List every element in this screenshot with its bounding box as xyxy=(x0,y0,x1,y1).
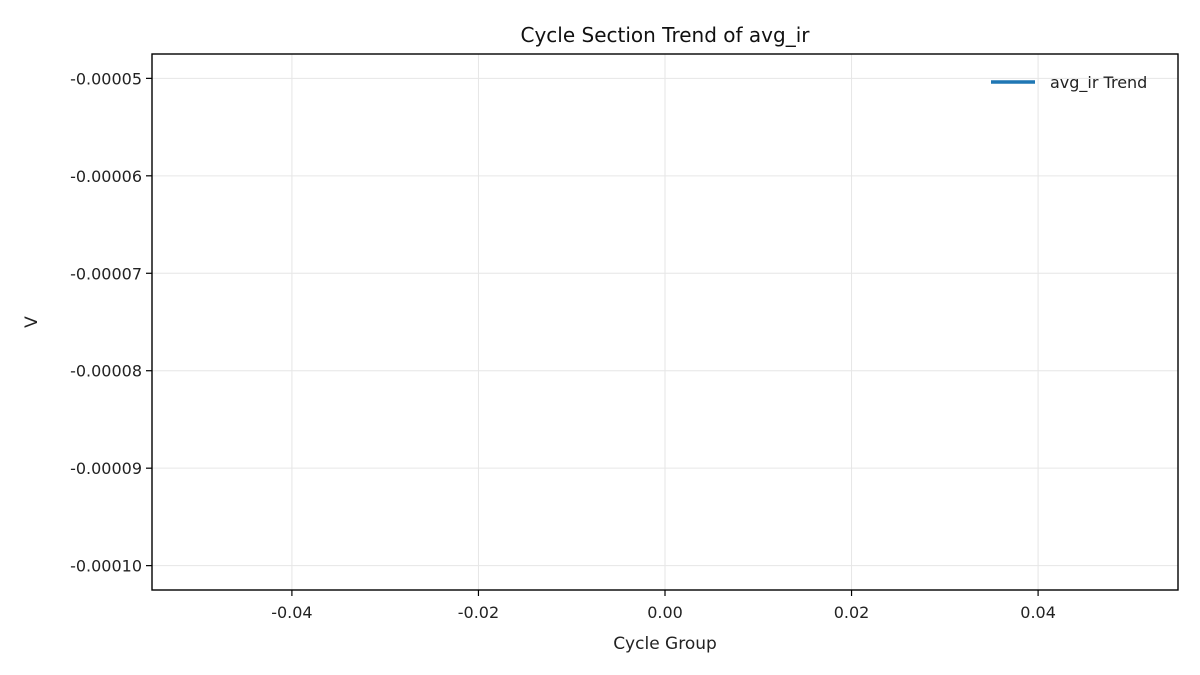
y-tick-label: -0.00010 xyxy=(70,557,142,576)
y-tick-label: -0.00007 xyxy=(70,264,142,283)
grid-lines xyxy=(152,54,1178,590)
legend: avg_ir Trend xyxy=(991,73,1147,93)
legend-label: avg_ir Trend xyxy=(1050,73,1147,93)
chart-title: Cycle Section Trend of avg_ir xyxy=(521,23,811,47)
x-axis-label: Cycle Group xyxy=(613,634,717,654)
x-tick-label: -0.02 xyxy=(458,603,499,622)
x-tick-label: 0.04 xyxy=(1020,603,1056,622)
y-tick-label: -0.00009 xyxy=(70,459,142,478)
x-tick-label: 0.02 xyxy=(834,603,870,622)
y-tick-label: -0.00005 xyxy=(70,69,142,88)
y-tick-label: -0.00006 xyxy=(70,167,142,186)
y-axis-label: V xyxy=(22,316,42,328)
y-axis-ticks: -0.00005 -0.00006 -0.00007 -0.00008 -0.00009… xyxy=(70,69,152,576)
x-tick-label: 0.00 xyxy=(647,603,683,622)
x-tick-label: -0.04 xyxy=(271,603,312,622)
y-tick-label: -0.00008 xyxy=(70,362,142,381)
x-axis-ticks: -0.04 -0.02 0.00 0.02 0.04 xyxy=(271,590,1056,622)
